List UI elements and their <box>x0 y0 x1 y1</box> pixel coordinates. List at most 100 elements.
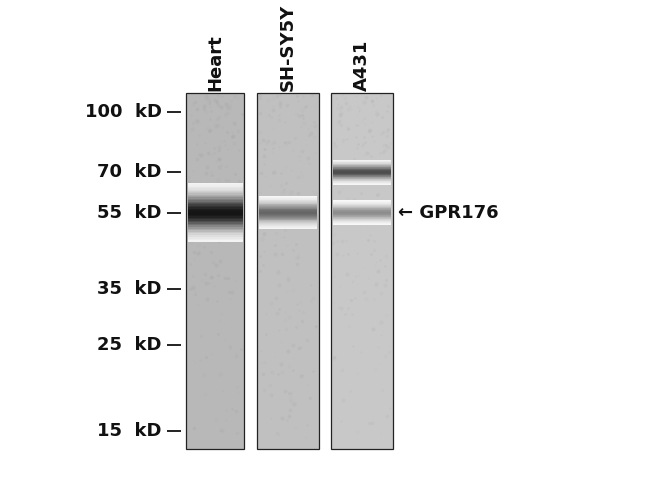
Point <box>346 164 357 172</box>
Point <box>356 189 367 197</box>
Point <box>289 400 300 408</box>
Bar <box>259 215 317 216</box>
Point <box>294 156 305 164</box>
Point <box>375 359 385 366</box>
Point <box>209 282 219 290</box>
Bar <box>259 216 317 217</box>
Bar <box>259 208 317 209</box>
Bar <box>188 216 242 218</box>
Point <box>274 326 285 334</box>
Point <box>216 161 226 169</box>
Point <box>335 211 346 219</box>
Point <box>228 202 239 210</box>
Point <box>340 170 350 177</box>
Point <box>185 260 195 268</box>
Bar <box>333 180 391 181</box>
Point <box>379 162 389 170</box>
Bar <box>333 167 391 168</box>
Point <box>257 219 267 227</box>
Point <box>220 274 230 282</box>
Point <box>217 387 228 395</box>
Point <box>296 372 306 380</box>
Point <box>275 91 285 99</box>
Point <box>381 311 391 319</box>
Point <box>343 124 354 132</box>
Point <box>352 111 362 119</box>
Point <box>194 150 205 158</box>
Point <box>304 158 314 166</box>
Bar <box>188 195 242 196</box>
Point <box>187 231 198 239</box>
Point <box>368 325 378 333</box>
Point <box>211 99 222 106</box>
Bar <box>259 199 317 200</box>
Point <box>260 358 270 366</box>
Point <box>280 316 291 324</box>
Point <box>192 139 203 147</box>
Point <box>288 146 298 154</box>
Point <box>335 111 345 119</box>
Point <box>382 127 393 135</box>
Point <box>365 126 376 134</box>
Point <box>355 105 365 113</box>
Point <box>192 251 202 259</box>
Point <box>341 237 351 245</box>
Point <box>233 147 244 155</box>
Point <box>372 191 382 199</box>
Bar <box>333 165 391 166</box>
Point <box>272 429 282 437</box>
Point <box>301 433 311 440</box>
Point <box>339 94 350 102</box>
Point <box>219 336 229 344</box>
Point <box>381 252 391 260</box>
Point <box>227 128 237 136</box>
Point <box>357 142 367 150</box>
Point <box>296 169 307 176</box>
Point <box>287 246 298 254</box>
Point <box>232 429 242 437</box>
Point <box>231 407 241 415</box>
Point <box>370 164 380 172</box>
Point <box>306 296 316 304</box>
Bar <box>259 200 317 201</box>
Point <box>206 152 216 159</box>
Point <box>211 292 222 299</box>
Bar <box>259 211 317 212</box>
Point <box>255 128 265 136</box>
Point <box>229 170 240 178</box>
Point <box>335 105 345 113</box>
Point <box>229 223 239 230</box>
Point <box>256 170 266 177</box>
Bar <box>259 222 317 223</box>
Point <box>342 194 352 202</box>
Point <box>352 144 363 152</box>
Bar <box>188 186 242 187</box>
Point <box>255 267 266 275</box>
Point <box>202 124 212 132</box>
Point <box>221 406 231 414</box>
Point <box>376 331 386 339</box>
Point <box>224 235 234 243</box>
Bar <box>333 223 391 224</box>
Point <box>204 385 214 393</box>
Point <box>354 140 364 148</box>
Point <box>220 186 230 194</box>
Point <box>371 280 382 288</box>
Bar <box>333 171 391 172</box>
Point <box>359 120 370 127</box>
Point <box>329 353 339 361</box>
Point <box>372 127 382 135</box>
Point <box>203 95 213 103</box>
Point <box>353 121 363 129</box>
Bar <box>259 221 317 222</box>
Point <box>282 101 293 109</box>
Point <box>375 175 385 183</box>
Point <box>384 348 395 356</box>
Point <box>237 213 247 221</box>
Bar <box>188 200 242 202</box>
Point <box>220 416 231 423</box>
Point <box>202 163 212 171</box>
Point <box>255 139 265 147</box>
Point <box>285 397 296 404</box>
Point <box>270 242 280 249</box>
